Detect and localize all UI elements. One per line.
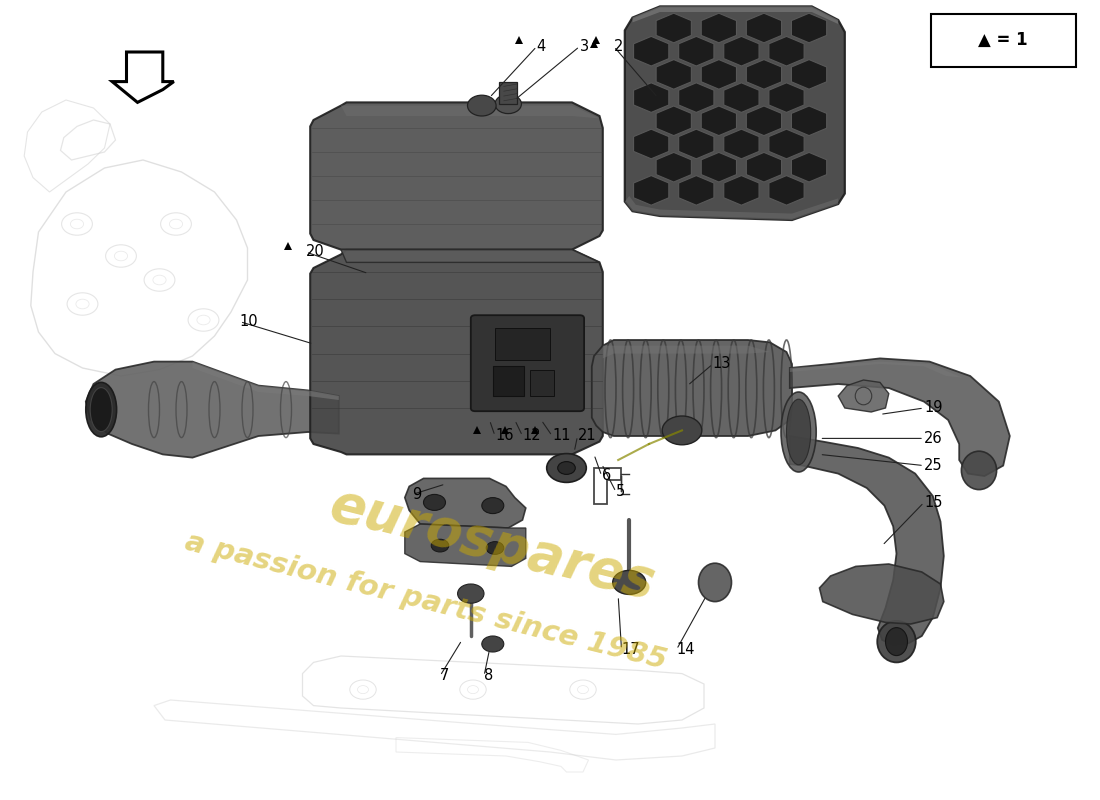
Ellipse shape [90,388,112,432]
Text: 19: 19 [924,401,943,415]
Text: 8: 8 [484,669,493,683]
Polygon shape [625,196,660,216]
Text: 10: 10 [240,314,258,329]
Ellipse shape [698,563,732,602]
Text: 6: 6 [602,469,610,483]
Polygon shape [820,564,944,624]
Text: 2: 2 [614,39,624,54]
Circle shape [458,584,484,603]
Text: 16: 16 [495,429,514,443]
Circle shape [495,94,521,114]
Bar [530,370,554,396]
Circle shape [662,416,702,445]
Polygon shape [592,340,792,436]
Polygon shape [405,524,526,566]
Polygon shape [310,250,603,454]
Polygon shape [632,6,838,24]
Polygon shape [341,106,600,118]
Bar [493,366,524,396]
Ellipse shape [877,621,915,662]
Polygon shape [625,6,845,220]
Circle shape [613,570,646,594]
Bar [495,328,550,360]
Polygon shape [838,380,889,412]
Polygon shape [790,436,944,645]
Text: 20: 20 [306,245,324,259]
Text: 9: 9 [412,487,421,502]
Text: 5: 5 [616,485,625,499]
Polygon shape [603,346,770,358]
Bar [499,82,517,104]
Text: 21: 21 [578,429,596,443]
Circle shape [486,542,504,554]
Text: 15: 15 [924,495,943,510]
Polygon shape [310,102,603,250]
Circle shape [468,95,496,116]
Text: eurospares: eurospares [324,478,661,610]
Polygon shape [405,478,526,528]
Text: a passion for parts since 1985: a passion for parts since 1985 [182,528,669,675]
Text: ▲ = 1: ▲ = 1 [978,31,1028,49]
Text: 13: 13 [713,357,732,371]
Circle shape [482,636,504,652]
Polygon shape [790,358,1010,476]
Text: 3: 3 [580,39,588,54]
Polygon shape [192,362,339,400]
FancyBboxPatch shape [931,14,1076,67]
Ellipse shape [86,382,117,437]
Ellipse shape [961,451,997,490]
Polygon shape [790,362,962,378]
Text: 25: 25 [924,458,943,473]
Text: 12: 12 [522,429,541,443]
Ellipse shape [781,392,816,472]
Polygon shape [341,250,600,262]
Polygon shape [86,362,339,458]
Text: 17: 17 [621,642,640,657]
Text: 7: 7 [440,669,450,683]
Text: 4: 4 [537,39,546,54]
Ellipse shape [786,399,811,465]
Ellipse shape [886,627,907,656]
Circle shape [482,498,504,514]
Polygon shape [660,198,838,220]
Text: 11: 11 [552,429,571,443]
Polygon shape [112,52,174,102]
Circle shape [424,494,446,510]
Circle shape [431,539,449,552]
Text: 14: 14 [676,642,695,657]
Circle shape [558,462,575,474]
Text: 26: 26 [924,431,943,446]
FancyBboxPatch shape [471,315,584,411]
Circle shape [547,454,586,482]
